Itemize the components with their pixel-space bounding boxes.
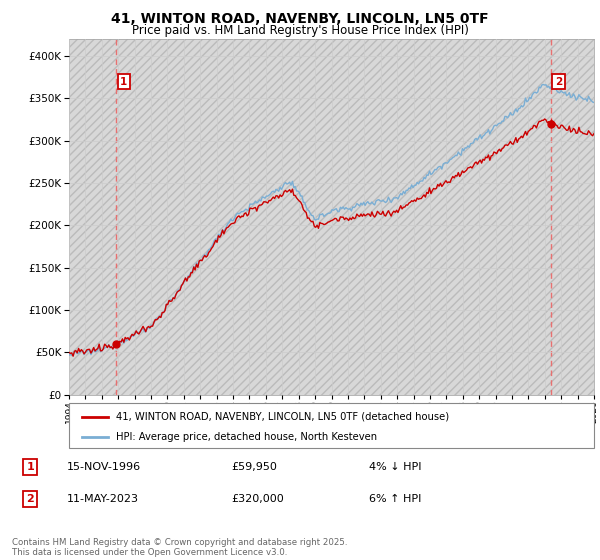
Text: 4% ↓ HPI: 4% ↓ HPI	[369, 462, 422, 472]
Text: 2: 2	[555, 77, 562, 87]
Text: £320,000: £320,000	[231, 494, 284, 504]
Text: 1: 1	[26, 462, 34, 472]
Text: 2: 2	[26, 494, 34, 504]
Text: 11-MAY-2023: 11-MAY-2023	[67, 494, 139, 504]
Text: 41, WINTON ROAD, NAVENBY, LINCOLN, LN5 0TF (detached house): 41, WINTON ROAD, NAVENBY, LINCOLN, LN5 0…	[116, 412, 449, 422]
Text: 41, WINTON ROAD, NAVENBY, LINCOLN, LN5 0TF: 41, WINTON ROAD, NAVENBY, LINCOLN, LN5 0…	[111, 12, 489, 26]
Text: HPI: Average price, detached house, North Kesteven: HPI: Average price, detached house, Nort…	[116, 432, 377, 442]
Text: £59,950: £59,950	[231, 462, 277, 472]
Text: Price paid vs. HM Land Registry's House Price Index (HPI): Price paid vs. HM Land Registry's House …	[131, 24, 469, 36]
Text: Contains HM Land Registry data © Crown copyright and database right 2025.
This d: Contains HM Land Registry data © Crown c…	[12, 538, 347, 557]
Text: 1: 1	[120, 77, 128, 87]
Text: 6% ↑ HPI: 6% ↑ HPI	[369, 494, 421, 504]
Text: 15-NOV-1996: 15-NOV-1996	[67, 462, 141, 472]
